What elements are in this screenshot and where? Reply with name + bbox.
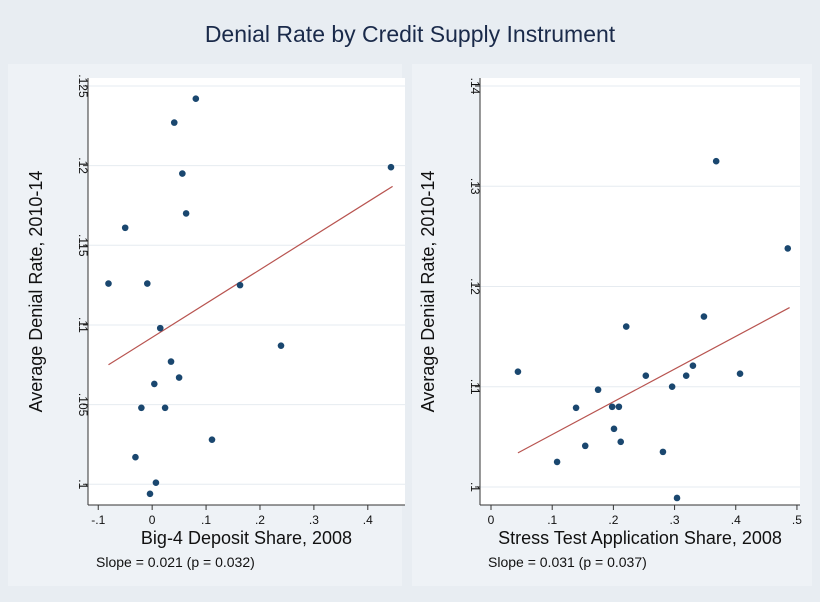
scatter-point — [161, 404, 169, 412]
x-tick-label: .3 — [309, 513, 319, 527]
scatter-point — [170, 119, 178, 126]
y-tick-label: .11 — [468, 379, 482, 395]
scatter-point — [132, 453, 139, 461]
scatter-point — [167, 358, 175, 365]
scatter-point — [208, 436, 216, 443]
scatter-point — [105, 280, 112, 287]
x-tick-label: .3 — [670, 513, 680, 527]
scatter-point — [581, 442, 589, 450]
x-tick-label: .5 — [792, 513, 802, 527]
scatter-point — [121, 224, 129, 232]
y-tick-label: .14 — [468, 78, 482, 95]
x-tick-label: .2 — [255, 513, 265, 527]
scatter-point — [152, 479, 160, 486]
fit-line — [108, 185, 393, 366]
x-axis-label: Big-4 Deposit Share, 2008 — [141, 528, 352, 548]
x-tick-label: -.1 — [91, 513, 105, 527]
chart-title: Denial Rate by Credit Supply Instrument — [205, 21, 616, 47]
scatter-point — [151, 380, 158, 388]
plot-area — [88, 78, 405, 505]
scatter-point — [673, 494, 681, 502]
y-tick-label: .12 — [468, 278, 482, 295]
y-axis-label: Average Denial Rate, 2010-14 — [26, 171, 46, 413]
x-tick-label: .1 — [201, 513, 211, 527]
scatter-point — [594, 386, 602, 394]
scatter-point — [146, 490, 154, 498]
scatter-point — [617, 438, 625, 446]
y-tick-label: .1 — [468, 482, 482, 492]
scatter-point — [175, 374, 183, 381]
scatter-point — [615, 403, 623, 411]
scatter-point — [622, 323, 630, 330]
scatter-point — [138, 404, 145, 412]
x-tick-label: .4 — [731, 513, 741, 527]
scatter-point — [572, 404, 580, 412]
scatter-point — [277, 342, 285, 349]
y-tick-label: .115 — [76, 234, 90, 257]
scatter-point — [608, 403, 616, 411]
scatter-point — [553, 458, 561, 466]
scatter-point — [712, 157, 720, 165]
y-tick-label: .11 — [76, 317, 90, 333]
annotation: Slope = 0.021 (p = 0.032) — [96, 554, 255, 570]
x-tick-label: .1 — [547, 513, 557, 527]
fit-line — [517, 307, 790, 454]
scatter-point — [700, 313, 708, 320]
x-tick-label: .4 — [363, 513, 373, 527]
scatter-point — [659, 448, 667, 456]
scatter-point — [682, 372, 690, 379]
scatter-point — [387, 163, 395, 171]
x-tick-label: 0 — [149, 513, 156, 527]
y-tick-label: .13 — [468, 178, 482, 195]
x-axis-label: Stress Test Application Share, 2008 — [498, 528, 782, 548]
scatter-point — [179, 170, 186, 177]
y-tick-label: .1 — [76, 479, 90, 489]
scatter-point — [192, 95, 200, 103]
y-tick-label: .125 — [76, 74, 90, 98]
scatter-point — [689, 362, 697, 369]
x-tick-label: 0 — [488, 513, 495, 527]
scatter-point — [668, 383, 676, 391]
scatter-point — [514, 368, 522, 375]
y-tick-label: .12 — [76, 157, 90, 174]
scatter-point — [642, 372, 650, 379]
scatter-point — [784, 245, 792, 252]
scatter-point — [182, 210, 190, 217]
y-axis-label: Average Denial Rate, 2010-14 — [418, 171, 438, 413]
scatter-point — [156, 324, 164, 332]
y-tick-label: .105 — [76, 393, 90, 417]
x-tick-label: .2 — [608, 513, 618, 527]
scatter-point — [610, 425, 618, 433]
scatter-point — [236, 281, 244, 289]
plot-area — [480, 78, 800, 505]
scatter-point — [736, 370, 744, 377]
annotation: Slope = 0.031 (p = 0.037) — [488, 554, 647, 570]
scatter-point — [144, 280, 151, 287]
